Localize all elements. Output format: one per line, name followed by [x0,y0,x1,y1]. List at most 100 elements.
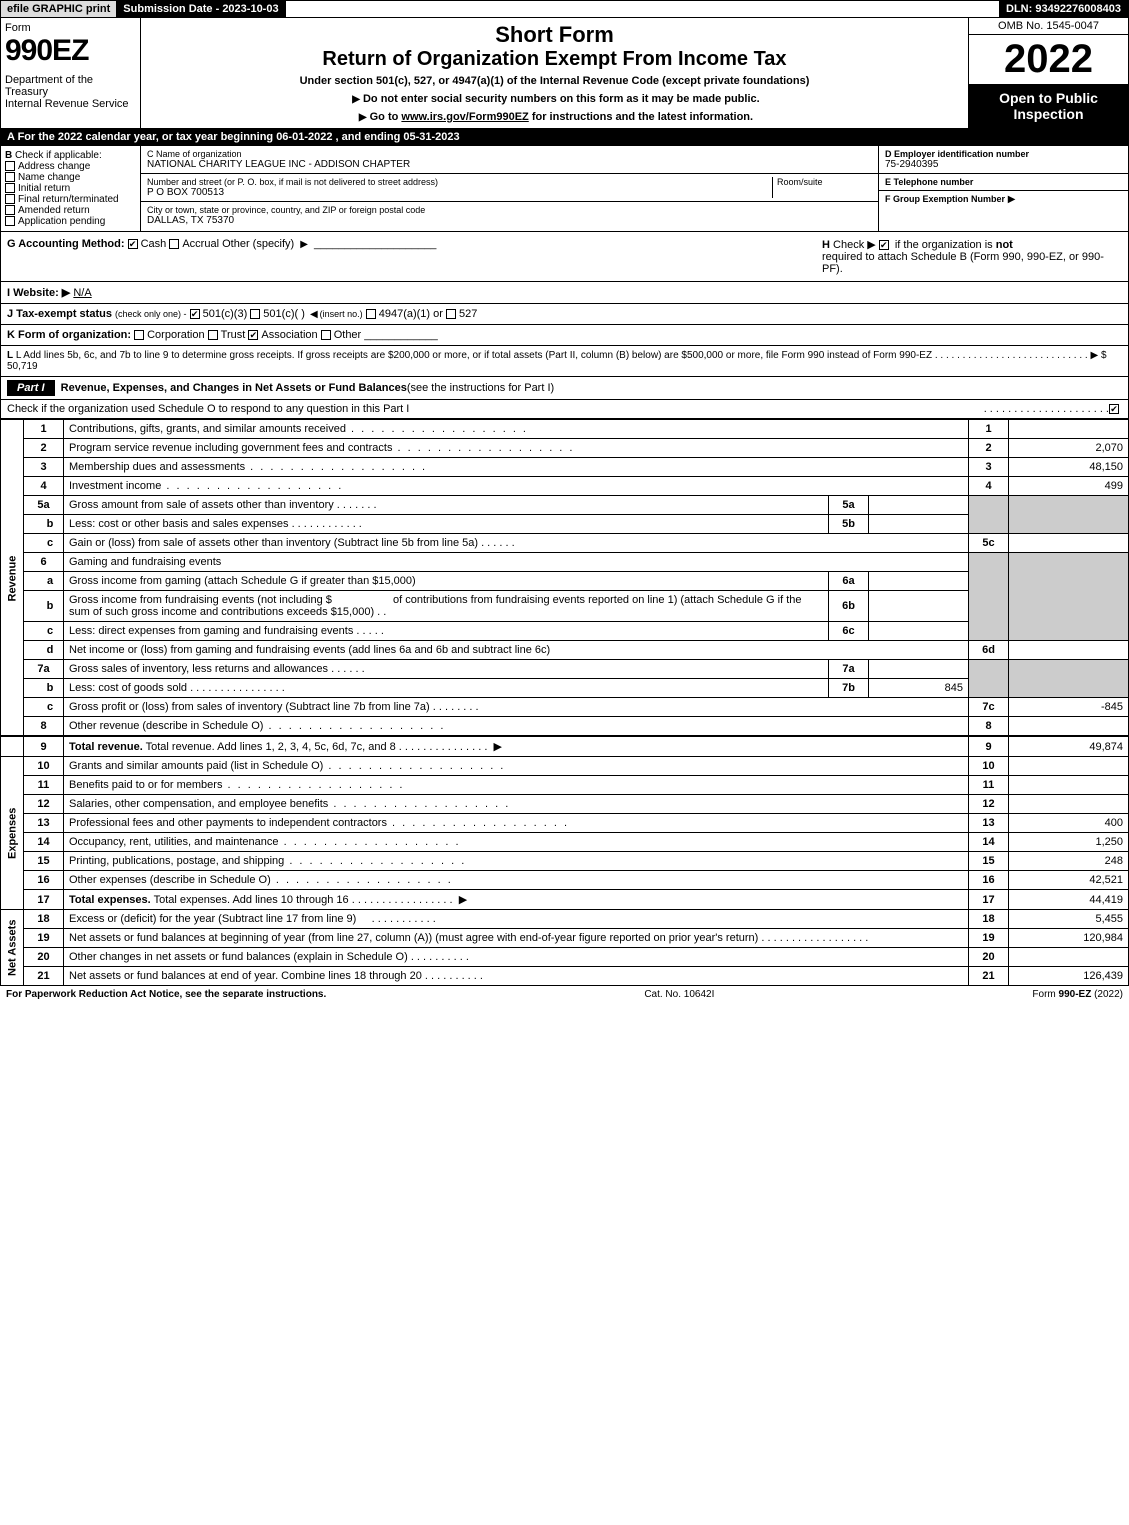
checkbox-final-return[interactable] [5,194,15,204]
table-row: 12 Salaries, other compensation, and emp… [1,795,1129,814]
department: Department of the Treasury Internal Reve… [5,74,136,110]
info-grid: B Check if applicable: Address change Na… [0,146,1129,232]
checkbox-address-change[interactable] [5,161,15,171]
table-row: b Less: cost or other basis and sales ex… [1,515,1129,534]
title-short-form: Short Form [149,22,960,48]
table-row: c Less: direct expenses from gaming and … [1,622,1129,641]
table-row: c Gain or (loss) from sale of assets oth… [1,534,1129,553]
table-row: a Gross income from gaming (attach Sched… [1,572,1129,591]
table-row: 17 Total expenses. Total expenses. Add l… [1,890,1129,910]
table-row: Net Assets 18 Excess or (deficit) for th… [1,910,1129,929]
checkbox-amended[interactable] [5,205,15,215]
open-inspection: Open to Public Inspection [969,84,1128,128]
part1-label: Part I [7,380,55,396]
table-row: 2 Program service revenue including gove… [1,439,1129,458]
footer-right: Form 990-EZ (2022) [1032,989,1123,1000]
header-center: Short Form Return of Organization Exempt… [141,18,968,128]
website-label: I Website: ▶ [7,287,70,299]
row-l: L L Add lines 5b, 6c, and 7b to line 9 t… [0,346,1129,377]
instruction-link: Go to www.irs.gov/Form990EZ for instruct… [149,111,960,123]
table-row: 4 Investment income 4 499 [1,477,1129,496]
website-value: N/A [73,287,91,299]
table-row: 16 Other expenses (describe in Schedule … [1,871,1129,890]
checkbox-pending[interactable] [5,216,15,226]
section-a: A For the 2022 calendar year, or tax yea… [0,129,1129,146]
footer: For Paperwork Reduction Act Notice, see … [0,986,1129,1003]
instruction-ssn: Do not enter social security numbers on … [149,93,960,105]
org-name: NATIONAL CHARITY LEAGUE INC - ADDISON CH… [147,159,872,170]
table-row: b Gross income from fundraising events (… [1,591,1129,622]
table-row: Expenses 10 Grants and similar amounts p… [1,757,1129,776]
footer-catno: Cat. No. 10642I [644,989,714,1000]
revenue-label: Revenue [1,420,24,737]
table-row: 7a Gross sales of inventory, less return… [1,660,1129,679]
checkbox-initial-return[interactable] [5,183,15,193]
checkbox-schedule-b[interactable] [879,240,889,250]
subtitle: Under section 501(c), 527, or 4947(a)(1)… [149,75,960,87]
top-bar: efile GRAPHIC print Submission Date - 20… [0,0,1129,18]
city: DALLAS, TX 75370 [147,215,872,226]
part1-header: Part I Revenue, Expenses, and Changes in… [0,377,1129,400]
efile-label: efile GRAPHIC print [1,1,117,17]
checkbox-assoc[interactable] [248,330,258,340]
city-label: City or town, state or province, country… [147,205,872,215]
table-row: 8 Other revenue (describe in Schedule O)… [1,717,1129,737]
irs-link[interactable]: www.irs.gov/Form990EZ [401,111,528,123]
name-label: C Name of organization [147,149,872,159]
footer-left: For Paperwork Reduction Act Notice, see … [6,989,326,1000]
row-j: J Tax-exempt status (check only one) - 5… [0,304,1129,325]
table-row: 5a Gross amount from sale of assets othe… [1,496,1129,515]
checkbox-name-change[interactable] [5,172,15,182]
room-label: Room/suite [777,177,872,187]
table-row: Revenue 1 Contributions, gifts, grants, … [1,420,1129,439]
row-gh: G Accounting Method: Cash Accrual Other … [0,232,1129,282]
dln: DLN: 93492276008403 [999,1,1128,17]
arrow-icon: ▶ [1008,194,1016,205]
checkbox-trust[interactable] [208,330,218,340]
ein: 75-2940395 [885,159,1122,170]
title-return: Return of Organization Exempt From Incom… [149,48,960,71]
checkbox-4947[interactable] [366,309,376,319]
checkbox-corp[interactable] [134,330,144,340]
table-row: 19 Net assets or fund balances at beginn… [1,929,1129,948]
header-right: OMB No. 1545-0047 2022 Open to Public In… [968,18,1128,128]
checkbox-501c3[interactable] [190,309,200,319]
submission-date: Submission Date - 2023-10-03 [117,1,285,17]
checkbox-accrual[interactable] [169,239,179,249]
table-row: 20 Other changes in net assets or fund b… [1,948,1129,967]
street-label: Number and street (or P. O. box, if mail… [147,177,772,187]
section-de: D Employer identification number 75-2940… [878,146,1128,231]
table-row: 9 Total revenue. Total revenue. Add line… [1,736,1129,757]
ein-label: D Employer identification number [885,149,1122,159]
checkbox-schedule-o[interactable] [1109,404,1119,414]
table-row: 14 Occupancy, rent, utilities, and maint… [1,833,1129,852]
omb: OMB No. 1545-0047 [969,18,1128,35]
checkbox-other-org[interactable] [321,330,331,340]
group-exempt-label: F Group Exemption Number [885,194,1005,204]
section-b: B Check if applicable: Address change Na… [1,146,141,231]
part1-table: Revenue 1 Contributions, gifts, grants, … [0,419,1129,986]
table-row: 21 Net assets or fund balances at end of… [1,967,1129,986]
street: P O BOX 700513 [147,187,772,198]
table-row: 13 Professional fees and other payments … [1,814,1129,833]
table-row: 6 Gaming and fundraising events [1,553,1129,572]
checkbox-501c[interactable] [250,309,260,319]
form-label: Form [5,22,136,34]
form-header: Form 990EZ Department of the Treasury In… [0,18,1129,129]
table-row: d Net income or (loss) from gaming and f… [1,641,1129,660]
checkbox-527[interactable] [446,309,456,319]
netassets-label: Net Assets [1,910,24,986]
table-row: c Gross profit or (loss) from sales of i… [1,698,1129,717]
table-row: 11 Benefits paid to or for members 11 [1,776,1129,795]
table-row: 3 Membership dues and assessments 3 48,1… [1,458,1129,477]
accounting-label: G Accounting Method: [7,238,125,250]
row-k: K Form of organization: Corporation Trus… [0,325,1129,346]
row-i: I Website: ▶ N/A [0,282,1129,304]
phone-label: E Telephone number [885,177,1122,187]
table-row: 15 Printing, publications, postage, and … [1,852,1129,871]
form-number: 990EZ [5,34,136,68]
table-row: b Less: cost of goods sold . . . . . . .… [1,679,1129,698]
checkbox-cash[interactable] [128,239,138,249]
header-left: Form 990EZ Department of the Treasury In… [1,18,141,128]
expenses-label: Expenses [1,757,24,910]
